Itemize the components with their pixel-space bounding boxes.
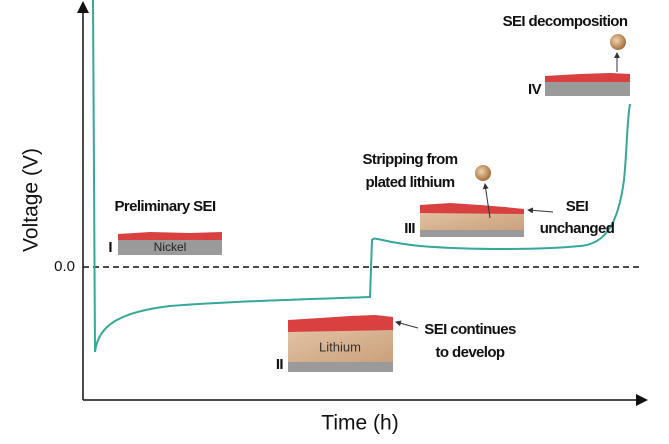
stage-label: plated lithium xyxy=(365,174,454,191)
stage-numeral: I xyxy=(108,239,112,256)
stage-label: SEI decomposition xyxy=(503,13,628,30)
x-axis-label: Time (h) xyxy=(321,412,398,435)
stage-numeral: III xyxy=(404,220,415,237)
y-axis-label: Voltage (V) xyxy=(20,148,43,252)
sei-layer xyxy=(288,315,393,332)
voltage-curve xyxy=(92,0,631,353)
stage-numeral: II xyxy=(276,356,284,373)
lithium-particle xyxy=(610,34,626,50)
stage-label: Preliminary SEI xyxy=(114,198,215,215)
arrow xyxy=(395,320,419,329)
sei-layer xyxy=(420,203,524,214)
stage-label: Stripping from xyxy=(363,151,458,168)
arrow xyxy=(527,207,554,214)
lithium-layer xyxy=(420,210,524,231)
base-layer xyxy=(545,82,630,96)
y-tick-label: 0.0 xyxy=(54,258,75,275)
stage-numeral: IV xyxy=(528,81,542,98)
arrow xyxy=(482,183,491,219)
base-layer xyxy=(420,230,524,237)
substrate-label: Nickel xyxy=(154,240,187,254)
side-label: unchanged xyxy=(540,220,615,237)
lithium-particle xyxy=(475,165,491,181)
sei-layer xyxy=(545,73,630,82)
stage-label: to develop xyxy=(435,344,504,361)
base-layer xyxy=(288,362,393,372)
substrate-label: Lithium xyxy=(319,339,361,354)
side-label: SEI xyxy=(566,198,589,215)
nickel-layer xyxy=(118,240,222,255)
sei-layer xyxy=(118,232,222,240)
stage-label: SEI continues xyxy=(424,321,516,338)
lithium-layer xyxy=(288,328,393,363)
